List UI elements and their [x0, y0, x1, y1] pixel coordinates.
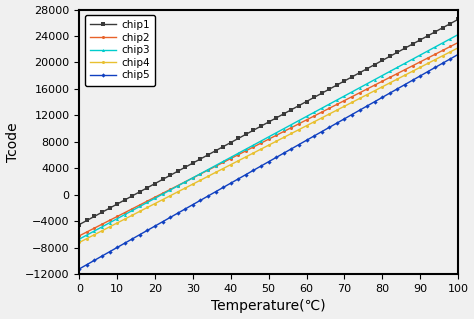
- chip4: [236, 159, 241, 163]
- chip1: [76, 223, 82, 226]
- Line: chip2: chip2: [78, 41, 459, 237]
- chip3: [455, 33, 461, 37]
- chip1: [455, 18, 461, 21]
- chip4: [455, 46, 461, 50]
- chip4: [215, 169, 220, 173]
- chip3: [236, 151, 241, 155]
- chip5: [76, 267, 82, 271]
- chip4: [78, 240, 84, 243]
- chip1: [110, 204, 116, 208]
- chip5: [110, 248, 116, 251]
- Line: chip4: chip4: [78, 46, 459, 244]
- chip4: [281, 136, 287, 139]
- chip3: [215, 163, 220, 167]
- chip5: [281, 151, 287, 155]
- Legend: chip1, chip2, chip3, chip4, chip5: chip1, chip2, chip3, chip4, chip5: [84, 15, 155, 85]
- chip2: [281, 130, 287, 133]
- Line: chip1: chip1: [78, 18, 459, 226]
- chip4: [76, 241, 82, 244]
- chip2: [455, 41, 461, 45]
- chip1: [78, 222, 84, 226]
- chip2: [110, 217, 116, 220]
- chip3: [110, 219, 116, 223]
- Line: chip5: chip5: [78, 53, 459, 271]
- chip5: [236, 177, 241, 181]
- chip5: [78, 266, 84, 270]
- chip2: [76, 234, 82, 238]
- chip2: [215, 163, 220, 167]
- chip5: [215, 189, 220, 193]
- chip1: [423, 35, 428, 39]
- chip4: [110, 223, 116, 227]
- chip1: [236, 137, 241, 140]
- chip3: [281, 127, 287, 131]
- chip2: [236, 153, 241, 157]
- Y-axis label: Tcode: Tcode: [6, 122, 19, 162]
- chip5: [423, 71, 428, 75]
- chip1: [281, 112, 287, 116]
- chip2: [78, 233, 84, 237]
- Line: chip3: chip3: [78, 33, 459, 241]
- chip2: [423, 57, 428, 61]
- X-axis label: Temperature(℃): Temperature(℃): [211, 300, 326, 314]
- chip3: [78, 236, 84, 240]
- chip5: [455, 53, 461, 56]
- chip1: [215, 148, 220, 152]
- chip4: [423, 63, 428, 66]
- chip3: [76, 237, 82, 241]
- chip3: [423, 50, 428, 54]
